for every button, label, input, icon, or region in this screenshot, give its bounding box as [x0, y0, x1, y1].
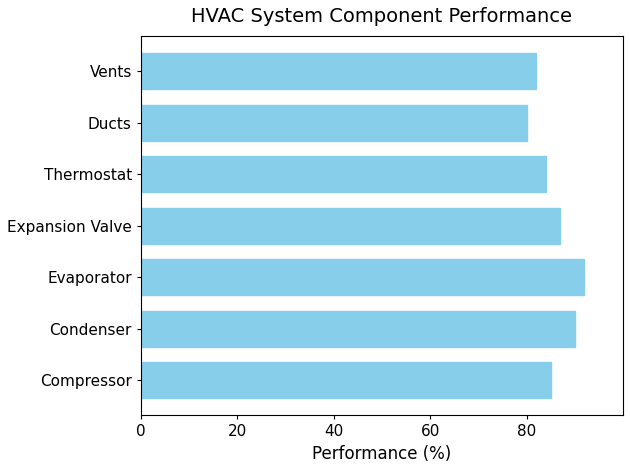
Bar [141, 53, 536, 89]
Bar [141, 259, 585, 295]
Title: HVAC System Component Performance: HVAC System Component Performance [192, 7, 573, 26]
Bar [141, 208, 560, 243]
Bar [141, 105, 527, 141]
Bar [141, 362, 551, 398]
X-axis label: Performance (%): Performance (%) [312, 445, 452, 463]
Bar [141, 156, 546, 192]
Bar [141, 311, 575, 347]
